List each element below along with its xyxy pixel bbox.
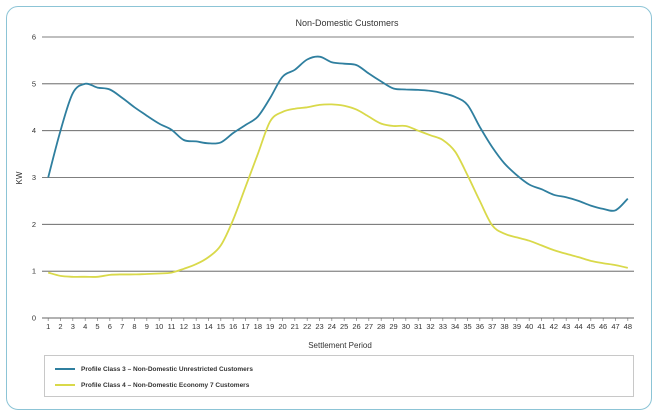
legend-swatch-1 [55, 368, 75, 370]
x-tick-label: 7 [120, 322, 124, 331]
x-tick-label: 16 [229, 322, 237, 331]
x-tick-label: 14 [204, 322, 212, 331]
legend: Profile Class 3 – Non-Domestic Unrestric… [44, 355, 634, 397]
x-tick-label: 33 [439, 322, 447, 331]
x-tick-label: 12 [180, 322, 188, 331]
x-tick-label: 31 [414, 322, 422, 331]
x-tick-label: 6 [108, 322, 112, 331]
x-tick-label: 28 [377, 322, 385, 331]
x-tick-label: 32 [426, 322, 434, 331]
x-tick-label: 37 [488, 322, 496, 331]
chart-title: Non-Domestic Customers [295, 18, 399, 28]
legend-swatch-2 [55, 384, 75, 386]
x-tick-label: 26 [352, 322, 360, 331]
y-tick-label: 5 [32, 79, 36, 88]
x-tick-label: 39 [513, 322, 521, 331]
x-tick-label: 40 [525, 322, 533, 331]
series-line-2 [47, 103, 629, 278]
x-tick-label: 11 [168, 322, 176, 331]
x-tick-label: 13 [192, 322, 200, 331]
x-tick-label: 5 [95, 322, 99, 331]
x-tick-label: 29 [389, 322, 397, 331]
x-tick-label: 8 [132, 322, 136, 331]
x-tick-label: 1 [46, 322, 50, 331]
y-tick-label: 4 [32, 126, 36, 135]
x-tick-label: 24 [328, 322, 336, 331]
x-tick-label: 25 [340, 322, 348, 331]
x-tick-label: 19 [266, 322, 274, 331]
x-tick-label: 20 [278, 322, 286, 331]
x-tick-label: 43 [562, 322, 570, 331]
series-line-1 [47, 55, 629, 212]
x-tick-label: 17 [241, 322, 249, 331]
x-tick-label: 45 [587, 322, 595, 331]
x-tick-label: 27 [365, 322, 373, 331]
x-tick-label: 3 [71, 322, 75, 331]
x-tick-label: 41 [537, 322, 545, 331]
y-tick-label: 1 [32, 267, 36, 276]
x-tick-label: 18 [254, 322, 262, 331]
x-tick-label: 36 [476, 322, 484, 331]
legend-label-2: Profile Class 4 – Non-Domestic Economy 7… [81, 381, 250, 389]
x-tick-label: 34 [451, 322, 459, 331]
x-tick-label: 42 [550, 322, 558, 331]
x-tick-label: 10 [155, 322, 163, 331]
x-tick-label: 47 [611, 322, 619, 331]
grid-lines [42, 36, 634, 319]
x-tick-label: 9 [145, 322, 149, 331]
y-tick-label: 6 [32, 33, 36, 42]
x-tick-label: 48 [624, 322, 632, 331]
y-tick-label: 3 [32, 173, 36, 182]
x-tick-labels: 1 2 3 4 5 6 7 8 9 10 11 12 13 14 15 16 17 18 19 20 21 22 23 24 2… [46, 318, 632, 331]
chart-frame [6, 6, 652, 410]
x-tick-label: 38 [500, 322, 508, 331]
x-tick-label: 22 [303, 322, 311, 331]
x-tick-label: 15 [217, 322, 225, 331]
x-tick-label: 21 [291, 322, 299, 331]
x-tick-label: 44 [574, 322, 582, 331]
legend-label-1: Profile Class 3 – Non-Domestic Unrestric… [81, 365, 253, 373]
y-tick-label: 2 [32, 220, 36, 229]
x-tick-label: 2 [58, 322, 62, 331]
x-tick-label: 4 [83, 322, 87, 331]
x-tick-label: 30 [402, 322, 410, 331]
x-axis-label: Settlement Period [308, 341, 372, 350]
legend-item-1: Profile Class 3 – Non-Domestic Unrestric… [55, 363, 253, 375]
x-tick-label: 23 [315, 322, 323, 331]
x-tick-label: 35 [463, 322, 471, 331]
series-lines [47, 55, 629, 278]
y-tick-labels: 0 1 2 3 4 5 6 [32, 33, 36, 323]
x-tick-label: 46 [599, 322, 607, 331]
y-axis-label: KW [15, 171, 24, 184]
legend-item-2: Profile Class 4 – Non-Domestic Economy 7… [55, 379, 249, 391]
y-tick-label: 0 [32, 314, 36, 323]
